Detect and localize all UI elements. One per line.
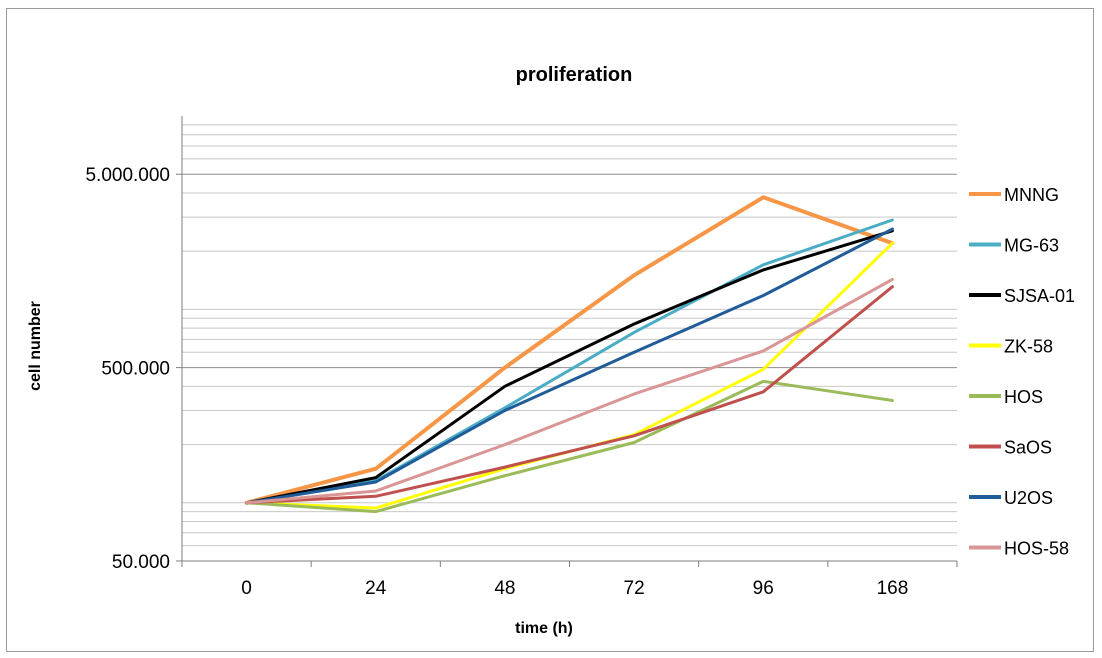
chart-frame: proliferation time (h) cell number 0 24 48… xyxy=(6,8,1094,652)
x-tick-label: 0 xyxy=(241,578,252,599)
tick-labels: 0 24 48 72 96 168 50.000 500.000 5.000.000 xyxy=(85,165,908,599)
y-tick-label: 50.000 xyxy=(112,552,170,573)
y-tick-label: 5.000.000 xyxy=(85,165,170,186)
legend-label-hos: HOS xyxy=(1004,387,1043,407)
legend-label-u2os: U2OS xyxy=(1004,488,1053,508)
legend-label-mnng: MNNG xyxy=(1004,185,1059,205)
series-line-sjsa-01 xyxy=(245,229,894,505)
legend-label-hos-58: HOS-58 xyxy=(1004,539,1069,559)
series-lines xyxy=(244,195,895,514)
x-tick-label: 48 xyxy=(494,578,515,599)
y-tick-label: 500.000 xyxy=(101,359,170,380)
grid-lines xyxy=(182,124,957,547)
series-line-u2os xyxy=(245,227,894,505)
series-line-zk-58 xyxy=(245,241,894,510)
y-axis-title: cell number xyxy=(27,301,44,391)
axes xyxy=(176,116,958,567)
x-tick-label: 168 xyxy=(877,578,909,599)
series-line-hos xyxy=(245,379,894,514)
legend-label-sjsa-01: SJSA-01 xyxy=(1004,286,1075,306)
chart-svg: proliferation time (h) cell number 0 24 48… xyxy=(27,64,1075,637)
series-line-saos xyxy=(245,285,894,505)
legend-label-zk-58: ZK-58 xyxy=(1004,337,1053,357)
x-tick-label: 24 xyxy=(365,578,387,599)
chart-title: proliferation xyxy=(516,64,633,86)
x-tick-label: 96 xyxy=(753,578,774,599)
legend-label-mg-63: MG-63 xyxy=(1004,236,1059,256)
series-line-mnng xyxy=(244,195,895,505)
legend-label-saos: SaOS xyxy=(1004,438,1052,458)
x-axis-title: time (h) xyxy=(515,620,573,637)
series-line-hos-58 xyxy=(245,277,894,505)
legend: MNNG MG-63 SJSA-01 ZK-58 HOS SaOS U2OS HOS-58 xyxy=(969,185,1075,559)
x-tick-label: 72 xyxy=(624,578,645,599)
